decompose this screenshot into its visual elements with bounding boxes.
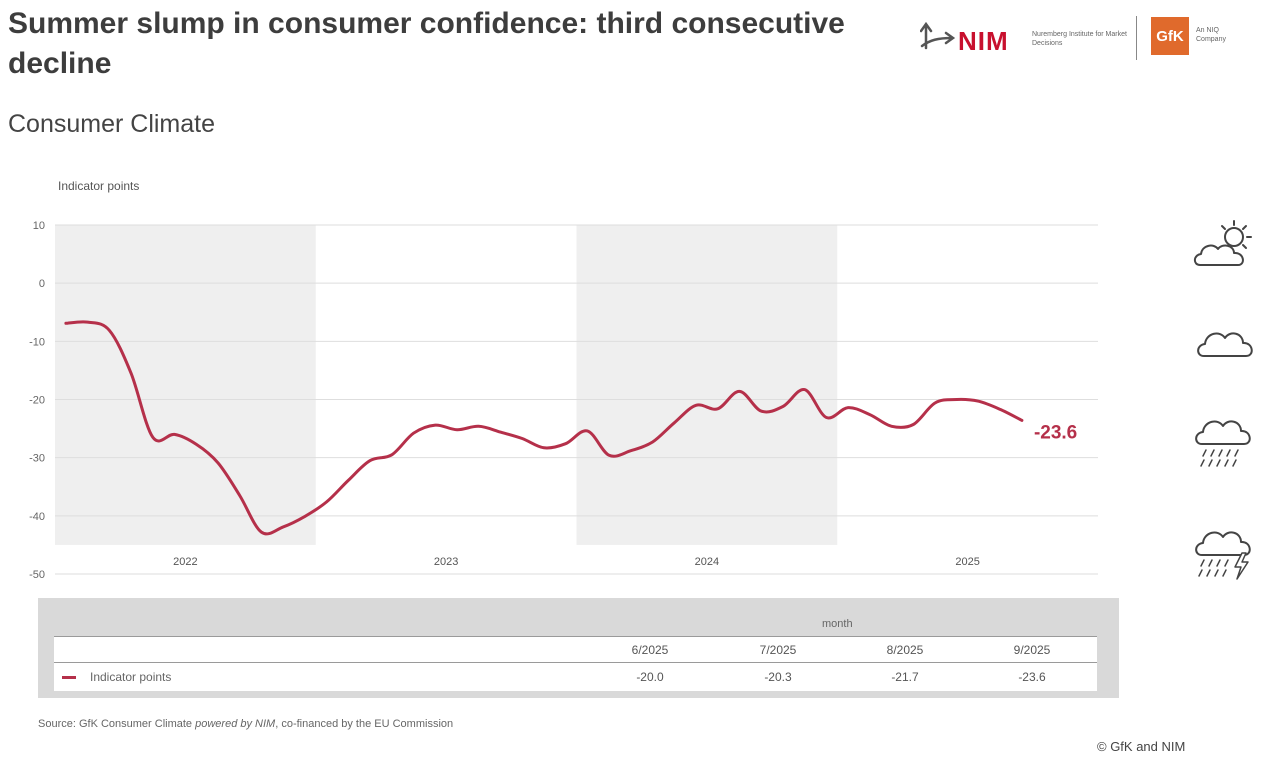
x-tick-label: 2023 xyxy=(434,556,458,568)
x-tick-label: 2022 xyxy=(173,556,197,568)
year-shade-2024 xyxy=(576,225,838,545)
cloud-icon xyxy=(1197,332,1253,357)
table-cell: -21.7 xyxy=(891,670,919,684)
source-prefix: Source: GfK Consumer Climate xyxy=(38,718,196,730)
gfk-logo: GfK xyxy=(1151,17,1189,55)
thunderstorm-icon xyxy=(1195,531,1251,580)
table-cell: -23.6 xyxy=(1018,670,1046,684)
y-tick-label: -30 xyxy=(29,453,45,465)
data-table: month 6/2025 7/2025 8/2025 9/2025 Indica… xyxy=(38,598,1119,698)
year-shade-2022 xyxy=(55,225,316,545)
table-month-label: month xyxy=(822,618,853,630)
y-tick-label: -10 xyxy=(29,336,45,348)
series-line xyxy=(64,320,1024,536)
source-note: Source: GfK Consumer Climate powered by … xyxy=(38,718,453,730)
sun-cloud-icon xyxy=(1193,220,1252,266)
legend-swatch xyxy=(62,676,76,679)
rain-cloud-icon xyxy=(1195,420,1251,467)
nim-arrow-icon xyxy=(920,21,956,50)
x-tick-label: 2025 xyxy=(955,556,979,568)
y-tick-label: -40 xyxy=(29,511,45,523)
y-tick-label: 0 xyxy=(39,278,45,290)
table-divider xyxy=(54,662,1097,663)
table-col-header: 9/2025 xyxy=(1013,643,1051,657)
page-title: Summer slump in consumer confidence: thi… xyxy=(8,7,845,80)
chart-subtitle: Consumer Climate xyxy=(8,110,216,138)
table-cell: -20.0 xyxy=(636,670,664,684)
copyright: © GfK and NIM xyxy=(1097,739,1186,754)
last-value-label: -23.6 xyxy=(1034,422,1077,443)
nim-logo-text: NIM xyxy=(958,26,1009,56)
table-row-label: Indicator points xyxy=(90,670,172,684)
table-col-header: 6/2025 xyxy=(631,643,669,657)
gfk-logo-subtext: An NIQ Company xyxy=(1196,27,1226,43)
table-divider xyxy=(54,636,1097,637)
source-suffix: , co-financed by the EU Commission xyxy=(275,718,454,730)
table-col-header: 8/2025 xyxy=(886,643,924,657)
y-tick-label: -50 xyxy=(29,569,45,581)
y-tick-label: -20 xyxy=(29,395,45,407)
consumer-climate-chart: Indicator points 10 0 -10 -20 -30 -40 -50 2022… xyxy=(29,179,1098,581)
y-axis-label: Indicator points xyxy=(58,179,139,193)
table-col-header: 7/2025 xyxy=(759,643,797,657)
y-tick-label: 10 xyxy=(33,220,45,232)
nim-logo-subtext: Nuremberg Institute for Market Decisions xyxy=(1032,31,1127,47)
logo-area: NIM Nuremberg Institute for Market Decis… xyxy=(920,14,1240,64)
source-italic: powered by NIM xyxy=(195,718,276,730)
data-table-body xyxy=(54,636,1097,691)
logo-divider xyxy=(1136,16,1137,60)
x-tick-label: 2024 xyxy=(695,556,719,568)
table-cell: -20.3 xyxy=(764,670,792,684)
